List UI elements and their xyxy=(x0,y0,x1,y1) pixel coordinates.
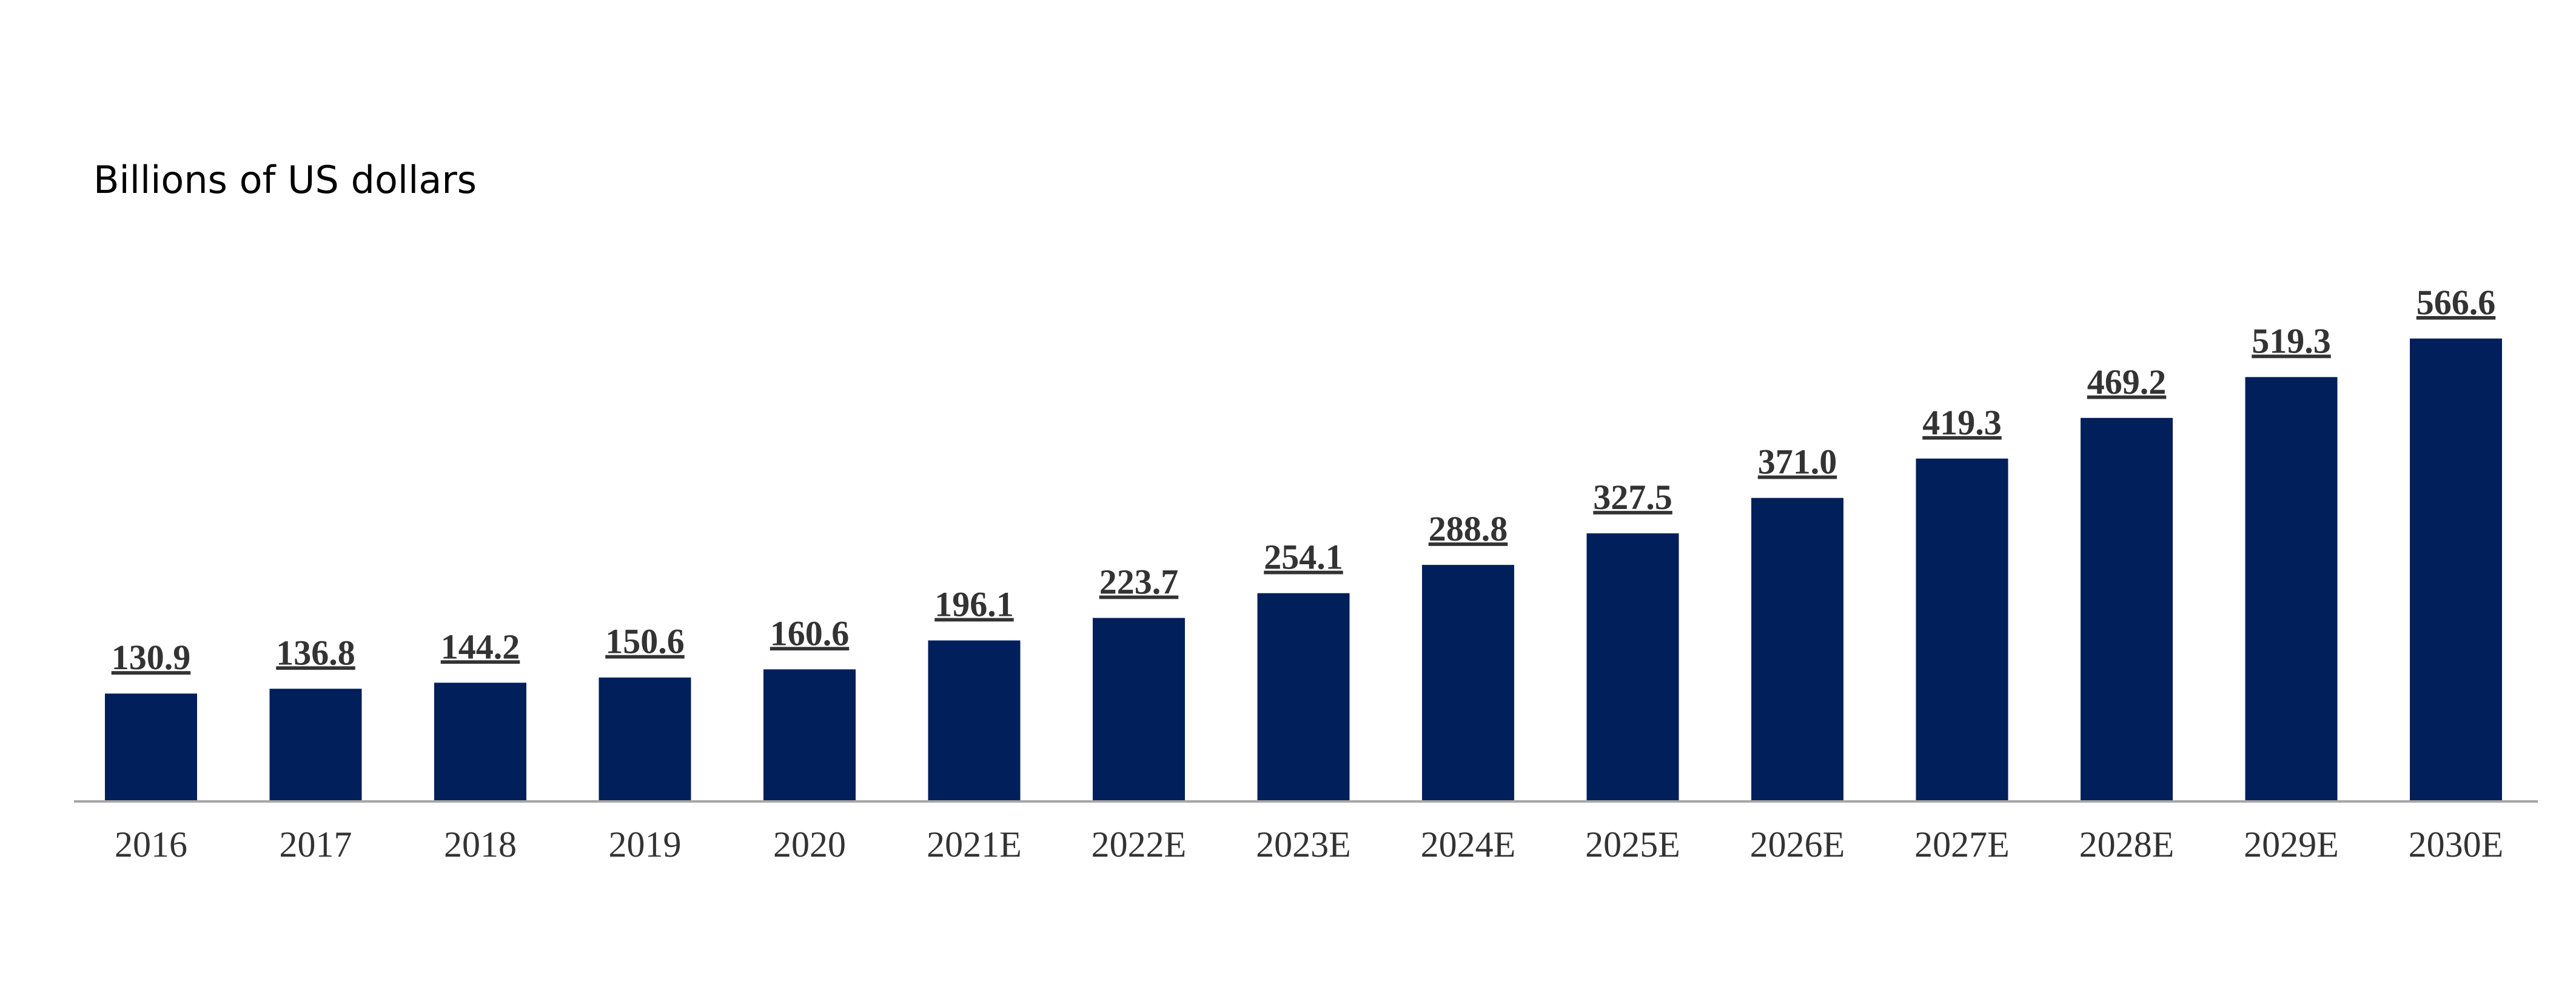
bar xyxy=(434,683,526,800)
x-tick-label: 2024E xyxy=(1421,824,1516,865)
bar xyxy=(1093,618,1185,800)
value-label: 566.6 xyxy=(2417,283,2496,322)
x-tick-label: 2019 xyxy=(609,824,682,865)
bar xyxy=(2081,417,2173,800)
x-tick-label: 2029E xyxy=(2244,824,2339,865)
x-tick-label: 2027E xyxy=(1914,824,2010,865)
bar xyxy=(105,693,197,800)
value-label: 327.5 xyxy=(1593,477,1672,517)
value-label: 254.1 xyxy=(1264,538,1343,577)
value-label: 130.9 xyxy=(112,638,191,677)
bar xyxy=(269,689,362,800)
x-tick-label: 2017 xyxy=(280,824,352,865)
x-tick-label: 2023E xyxy=(1256,824,1351,865)
x-tick-label: 2018 xyxy=(444,824,517,865)
value-label: 136.8 xyxy=(276,633,355,672)
x-tick-label: 2025E xyxy=(1585,824,1680,865)
bar xyxy=(599,677,691,800)
bar xyxy=(1916,458,2008,800)
x-tick-label: 2030E xyxy=(2409,824,2504,865)
chart-subtitle: Billions of US dollars xyxy=(93,158,477,202)
bar xyxy=(1257,593,1350,800)
bar xyxy=(1586,533,1679,800)
bar xyxy=(2410,339,2502,800)
value-label: 519.3 xyxy=(2252,322,2331,361)
value-label: 223.7 xyxy=(1099,562,1179,602)
bar xyxy=(1751,497,1843,800)
x-tick-label: 2028E xyxy=(2079,824,2175,865)
x-tick-label: 2016 xyxy=(115,824,187,865)
value-label: 150.6 xyxy=(605,622,685,661)
value-label: 196.1 xyxy=(934,585,1014,624)
bar xyxy=(928,640,1021,800)
value-label: 288.8 xyxy=(1429,509,1508,548)
value-label: 419.3 xyxy=(1922,403,2002,442)
x-tick-label: 2026E xyxy=(1750,824,1845,865)
bar xyxy=(2245,377,2338,800)
value-label: 469.2 xyxy=(2087,362,2167,402)
value-label: 144.2 xyxy=(441,627,520,666)
bar xyxy=(1422,565,1514,800)
x-tick-label: 2022E xyxy=(1092,824,1187,865)
value-label: 160.6 xyxy=(770,613,850,653)
x-tick-label: 2021E xyxy=(927,824,1022,865)
bar xyxy=(763,669,856,800)
x-tick-label: 2020 xyxy=(773,824,846,865)
value-label: 371.0 xyxy=(1758,442,1837,482)
